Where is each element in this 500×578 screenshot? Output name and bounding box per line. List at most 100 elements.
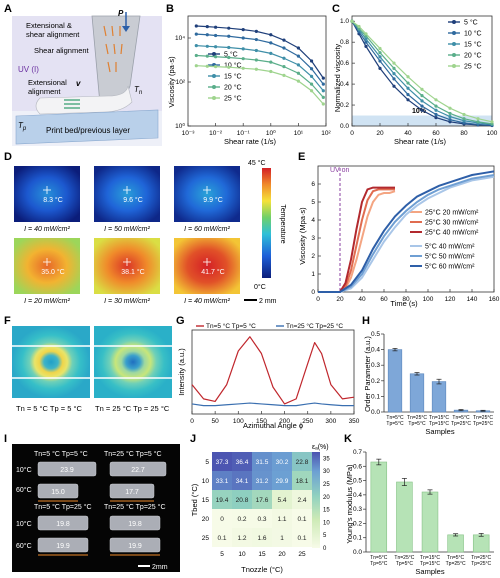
tn-label: Tn: [134, 85, 143, 96]
j-cell-value: 30.2: [276, 459, 289, 466]
c-legend-marker: [452, 20, 456, 24]
ext-label-2: alignment: [28, 87, 61, 96]
e-legend-label: 5°C 60 mW/cm²: [425, 263, 475, 271]
c-data-point: [392, 61, 396, 65]
j-heat-cell: [252, 452, 272, 471]
j-colorbar-tick-label: 25: [323, 482, 330, 488]
j-heat-cell: [252, 528, 272, 547]
i-header-2: Tn=25 °C Tp=5 °C: [104, 450, 162, 458]
k-bar: [370, 461, 388, 553]
j-heat-cell: [292, 528, 312, 547]
b-data-point: [321, 76, 325, 80]
e-legend-label: 5°C 40 mW/cm²: [425, 243, 475, 251]
b-data-point: [254, 29, 258, 33]
c-series-line: [351, 20, 493, 123]
c-data-point: [378, 66, 382, 70]
uv-label: UV (I): [18, 65, 39, 74]
i-specimen-strip: [109, 515, 161, 531]
velocity-label: v: [76, 79, 81, 88]
e-ylabel: Viscosity (Mpa·s): [298, 207, 307, 265]
c-data-point: [490, 120, 494, 124]
c-x-tick-label: 60: [432, 130, 440, 137]
c-xlabel: Shear rate (1/s): [394, 137, 447, 146]
j-heat-cell: [212, 490, 232, 509]
b-data-point: [296, 63, 300, 67]
j-y-tick-label: 20: [202, 516, 210, 523]
e-x-tick-label: 120: [445, 296, 456, 303]
h-y-tick-label: 0.1: [371, 393, 380, 400]
j-x-tick-label: 20: [278, 551, 286, 558]
b-y-tick-label: 10⁰: [175, 122, 185, 130]
b-data-point: [214, 55, 218, 59]
b-data-point: [309, 74, 314, 78]
i-specimen-strip: [109, 537, 161, 553]
j-y-tick-label: 10: [202, 478, 210, 485]
tp-label: Tp: [18, 121, 27, 132]
j-colorbar-tick-label: 10: [323, 520, 330, 526]
g-x-tick-label: 100: [233, 418, 244, 425]
c-data-point: [378, 51, 382, 55]
k-bar: [447, 534, 464, 553]
j-cell-value: 18.1: [296, 478, 309, 485]
c-legend-marker: [452, 64, 456, 68]
e-series-line: [318, 170, 495, 293]
j-x-tick-label: 5: [220, 551, 224, 558]
c-series-line: [351, 20, 493, 127]
c-legend-label: 15 °C: [464, 41, 482, 49]
c-y-tick-label: 0.0: [340, 123, 349, 130]
h-category-label: Tn=25°C: [407, 415, 427, 421]
b-data-point: [254, 48, 258, 53]
alignment-arrows: [103, 25, 123, 73]
h-category-label: Tp=5°C: [408, 421, 426, 427]
j-colorbar-tick-label: 20: [323, 495, 330, 501]
i-length-value: 15.0: [51, 489, 65, 496]
c-data-point: [434, 112, 438, 117]
e-x-tick-label: 0: [316, 296, 320, 303]
c-data-point: [406, 98, 410, 102]
b-data-point: [227, 34, 231, 38]
i-specimen-strip: [37, 515, 89, 531]
h-category-label: Tp=5°C: [386, 421, 404, 427]
c-data-point: [420, 94, 424, 98]
b-data-point: [194, 24, 198, 28]
g-x-tick-label: 250: [302, 418, 313, 425]
b-data-point: [282, 38, 286, 42]
k-y-tick-label: 0.7: [353, 449, 362, 456]
b-data-point: [269, 41, 273, 45]
j-cell-value: 0.1: [217, 535, 226, 542]
b-data-point: [214, 45, 218, 49]
f-image-left: [12, 326, 90, 398]
i-specimen-strip: [37, 537, 89, 553]
b-x-tick-label: 10⁻²: [209, 130, 223, 137]
bed-label: Print bed/previous layer: [46, 126, 130, 135]
b-data-point: [194, 64, 198, 68]
b-data-point: [214, 33, 218, 38]
j-heat-cell: [212, 452, 232, 471]
d-tile-intensity-label: I = 40 mW/cm²: [184, 298, 230, 305]
c-series-line: [351, 20, 493, 126]
b-data-point: [309, 89, 314, 93]
b-data-point: [194, 53, 198, 58]
b-data-point: [227, 55, 231, 60]
f-image-right: [94, 326, 172, 398]
b-data-point: [241, 28, 245, 32]
j-y-tick-label: 5: [205, 459, 209, 466]
panel-b-viscosity-chart: Viscosity (pa·s) Shear rate (1/s) 10⁻³ 10…: [167, 15, 332, 146]
b-data-point: [241, 47, 245, 51]
h-category-label: Tp=15°C: [429, 421, 449, 427]
ext-label: Extensional: [28, 78, 67, 87]
c-data-point: [448, 111, 452, 116]
d-tile-temperature: 38.1 °C: [121, 268, 144, 276]
k-category-label: Tp=5°C: [396, 561, 414, 567]
k-bar: [421, 491, 439, 553]
f-caption-left: Tn = 5 °C Tp = 5 °C: [16, 404, 82, 413]
b-data-point: [194, 44, 198, 48]
b-data-point: [309, 82, 314, 86]
b-data-point: [241, 66, 245, 70]
b-data-point: [282, 65, 286, 69]
j-x-tick-label: 15: [258, 551, 266, 558]
c-data-point: [392, 77, 396, 81]
k-bar: [396, 481, 413, 553]
c-data-point: [357, 24, 361, 29]
